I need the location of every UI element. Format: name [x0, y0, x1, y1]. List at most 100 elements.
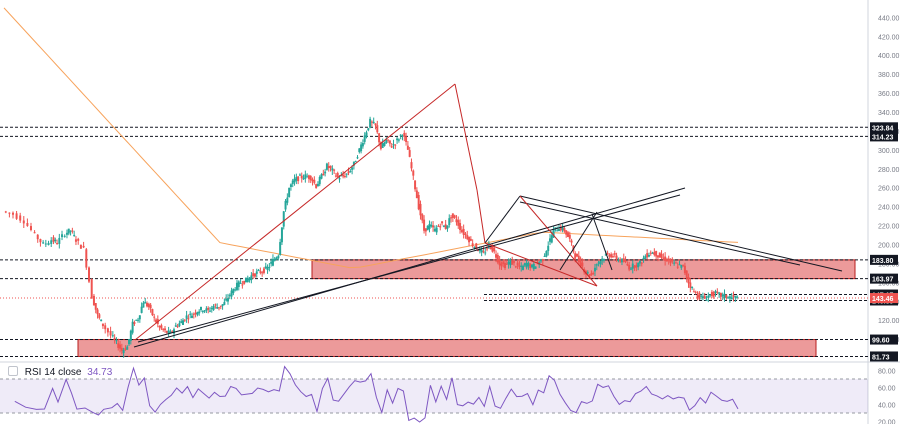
- candle-body: [403, 132, 406, 137]
- candle-body: [178, 323, 181, 327]
- current-price-badge-label: 143.46: [872, 296, 894, 303]
- candle-body: [379, 142, 382, 149]
- rsi-visibility-icon[interactable]: [8, 366, 18, 376]
- candle-body: [590, 273, 593, 275]
- candle-body: [315, 184, 318, 188]
- candle-body: [79, 244, 82, 249]
- candle-body: [104, 325, 107, 330]
- candle-body: [549, 238, 552, 242]
- candle-body: [509, 259, 512, 266]
- candle-body: [570, 240, 573, 243]
- candle-body: [541, 259, 544, 262]
- candle-body: [146, 302, 149, 307]
- candle-body: [378, 133, 381, 143]
- candle-body: [360, 144, 363, 152]
- candle-body: [698, 292, 701, 300]
- candle-body: [556, 230, 559, 232]
- candle-body: [647, 255, 650, 257]
- candle-body: [423, 219, 426, 231]
- candle-body: [450, 217, 453, 219]
- candle-body: [124, 348, 127, 350]
- candle-body: [444, 224, 447, 229]
- candle-body: [270, 261, 273, 264]
- candle-body: [475, 243, 478, 249]
- fib-pattern-line: [134, 83, 456, 341]
- candle-body: [552, 228, 555, 238]
- candle-body: [56, 243, 59, 245]
- candle-body: [550, 235, 553, 243]
- candle-body: [680, 264, 683, 268]
- candle-body: [365, 132, 368, 138]
- candle-body: [129, 330, 132, 341]
- candle-body: [676, 266, 679, 268]
- candle-body: [593, 267, 596, 272]
- candle-body: [674, 262, 677, 264]
- candle-body: [268, 266, 271, 268]
- candle-body: [414, 180, 417, 190]
- candle-body: [284, 200, 287, 210]
- rsi-legend[interactable]: RSI 14 close 34.73: [8, 366, 112, 378]
- candle-body: [518, 265, 521, 267]
- candle-body: [466, 235, 469, 240]
- candle-body: [397, 139, 400, 141]
- candle-body: [334, 175, 337, 177]
- fib-pattern-line: [476, 189, 486, 244]
- candle-body: [727, 297, 730, 299]
- candle-body: [372, 121, 375, 124]
- candle-body: [4, 211, 7, 213]
- candle-body: [622, 258, 625, 262]
- candle-body: [22, 220, 25, 224]
- candle-body: [15, 213, 18, 219]
- candle-body: [394, 144, 397, 146]
- candle-body: [162, 328, 165, 330]
- candle-body: [63, 235, 66, 237]
- candle-body: [36, 234, 39, 240]
- candle-body: [185, 315, 188, 319]
- candle-body: [358, 148, 361, 153]
- candle-body: [11, 212, 14, 215]
- candle-body: [602, 259, 605, 261]
- candle-body: [736, 296, 739, 298]
- candle-body: [408, 150, 411, 157]
- price-axis-tick-label: 280.00: [878, 167, 900, 174]
- candle-body: [194, 312, 197, 315]
- price-level-badge: [870, 254, 898, 265]
- trend-line: [519, 201, 801, 266]
- candle-body: [182, 320, 185, 325]
- candle-body: [457, 220, 460, 226]
- candle-body: [511, 260, 514, 265]
- candle-body: [100, 319, 103, 322]
- candle-body: [205, 308, 208, 311]
- candle-body: [700, 295, 703, 297]
- candle-body: [82, 245, 85, 248]
- price-axis-tick-label: 300.00: [878, 148, 900, 155]
- candle-body: [252, 273, 255, 276]
- candle-body: [253, 273, 256, 277]
- candle-body: [568, 234, 571, 239]
- candle-body: [133, 322, 136, 324]
- candle-body: [667, 258, 670, 261]
- trend-line: [484, 195, 521, 244]
- candle-body: [207, 307, 210, 310]
- candle-body: [448, 218, 451, 225]
- price-axis-tick-label: 120.00: [878, 318, 900, 325]
- candle-body: [302, 178, 305, 180]
- candle-body: [192, 313, 195, 315]
- candle-body: [504, 263, 507, 269]
- candle-body: [410, 162, 413, 169]
- candle-body: [484, 252, 487, 254]
- candle-body: [604, 254, 607, 256]
- current-price-badge: [870, 293, 898, 304]
- candle-body: [219, 305, 222, 307]
- candle-body: [595, 264, 598, 266]
- candle-body: [262, 268, 265, 273]
- candle-body: [151, 309, 154, 316]
- candle-body: [26, 223, 29, 226]
- candle-body: [486, 248, 489, 250]
- candle-body: [255, 271, 258, 274]
- candle-body: [325, 163, 328, 170]
- rsi-axis-tick-label: 60.00: [878, 385, 896, 392]
- candle-body: [730, 297, 733, 300]
- candle-body: [620, 258, 623, 263]
